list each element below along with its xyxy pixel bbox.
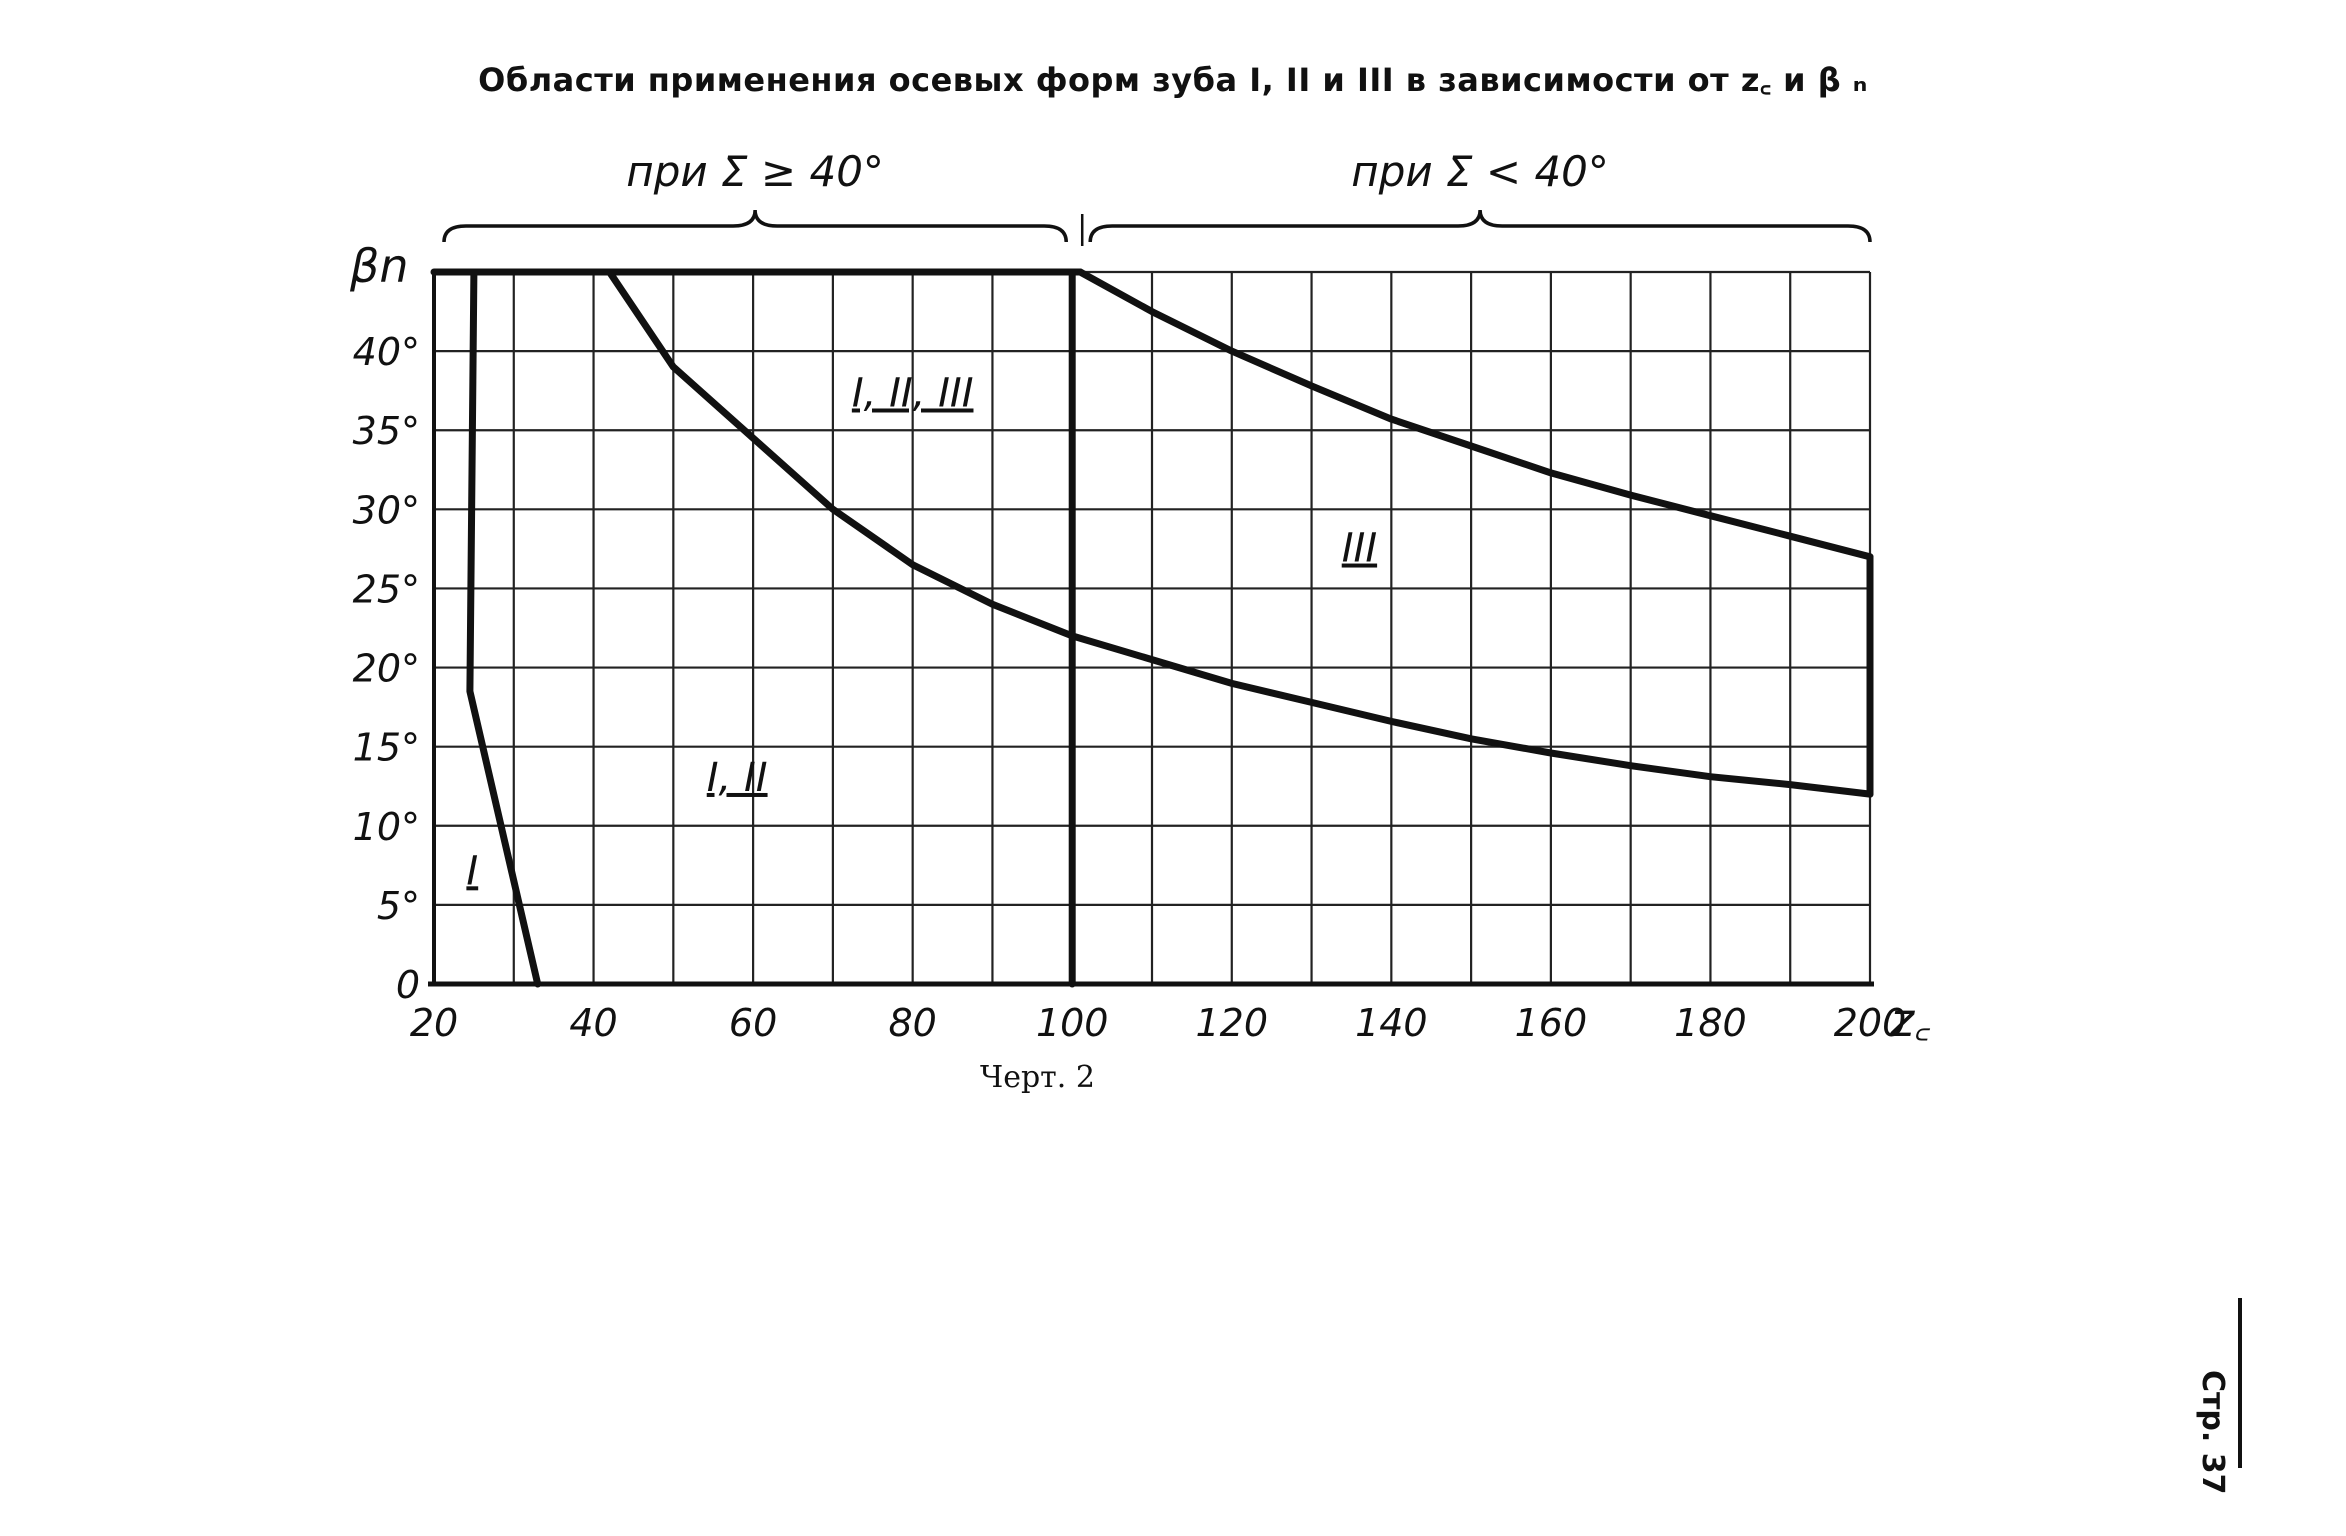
region-label: III	[1342, 526, 1377, 572]
page-number: Стр. 37	[2195, 1370, 2230, 1495]
figure-caption: Черт. 2	[980, 1060, 1095, 1095]
x-tick-label: 60	[729, 1001, 777, 1045]
region-label: I, II, III	[852, 370, 974, 416]
x-axis-label: z꜀	[1889, 993, 1930, 1047]
x-tick-label: 180	[1674, 1001, 1747, 1045]
y-tick-label: 15°	[353, 726, 420, 770]
boundary-i-left	[466, 268, 542, 988]
boundary-i-ii-iii	[606, 268, 1076, 640]
region-labels: I I, II I, II, III III	[466, 370, 1377, 894]
boundary-iii-upper	[1076, 268, 1874, 561]
grid-lines	[432, 270, 1872, 986]
tick-labels: 20 40 60 80 100 120 140 160 180 200 0 5° 10° 15° 20° 25…	[353, 330, 1907, 1045]
section-bracket	[442, 209, 1068, 243]
x-tick-label: 20	[410, 1001, 458, 1045]
section-bracket	[1088, 209, 1872, 243]
x-tick-label: 120	[1196, 1001, 1269, 1045]
x-tick-label: 40	[569, 1001, 617, 1045]
y-tick-label: 20°	[353, 647, 420, 691]
page-number-rule	[2238, 1298, 2242, 1468]
region-label: I	[466, 848, 478, 894]
y-tick-label: 35°	[353, 409, 420, 453]
y-axis-label: βn	[349, 239, 409, 293]
region-boundaries	[430, 268, 1874, 988]
y-tick-label: 0	[396, 963, 420, 1007]
y-tick-label: 25°	[353, 567, 420, 611]
chart-title: Области применения осевых форм зуба I, I…	[478, 61, 1868, 99]
x-tick-label: 80	[888, 1001, 936, 1045]
y-tick-label: 40°	[353, 330, 420, 374]
x-tick-label: 160	[1515, 1001, 1588, 1045]
section-label: при Σ ≥ 40°	[626, 147, 884, 196]
axis-labels: βn z꜀	[349, 239, 1930, 1047]
axes	[428, 272, 1874, 987]
x-tick-label: 200	[1834, 1001, 1907, 1045]
section-label: при Σ < 40°	[1351, 147, 1609, 196]
region-label: I, II	[707, 755, 768, 801]
x-tick-label: 100	[1036, 1001, 1109, 1045]
boundary-iii-lower	[1068, 632, 1874, 798]
section-brackets: при Σ ≥ 40° при Σ < 40°	[442, 147, 1872, 246]
y-tick-label: 5°	[377, 884, 420, 928]
y-tick-label: 30°	[353, 488, 420, 532]
y-tick-label: 10°	[353, 805, 420, 849]
x-tick-label: 140	[1355, 1001, 1428, 1045]
